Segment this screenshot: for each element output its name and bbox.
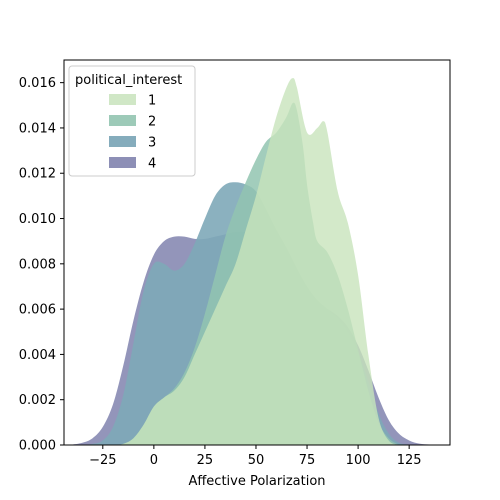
legend-swatch-4	[109, 157, 136, 168]
y-tick-label: 0.002	[19, 393, 56, 408]
y-axis: 0.000 0.002 0.004 0.006 0.008 0.010 0.012 0.014…	[19, 76, 64, 454]
x-axis: −25 0 25 50 75 100 125	[89, 445, 422, 468]
legend-label-3: 3	[148, 136, 156, 151]
x-tick-label: 75	[299, 453, 316, 468]
plot-area	[72, 78, 440, 445]
y-tick-label: 0.008	[19, 257, 56, 272]
legend-label-1: 1	[148, 94, 156, 109]
x-axis-label: Affective Polarization	[188, 474, 325, 489]
y-tick-label: 0.016	[19, 76, 56, 91]
x-tick-label: 100	[346, 453, 371, 468]
legend-swatch-2	[109, 115, 136, 126]
y-tick-label: 0.010	[19, 212, 56, 227]
y-tick-label: 0.006	[19, 303, 56, 318]
x-tick-label: 25	[197, 453, 214, 468]
x-tick-label: −25	[89, 453, 116, 468]
legend-swatch-3	[109, 136, 136, 147]
x-tick-label: 125	[397, 453, 422, 468]
legend: political_interest 1 2 3 4	[68, 65, 196, 177]
legend-swatch-1	[109, 94, 136, 105]
y-tick-label: 0.012	[19, 167, 56, 182]
y-tick-label: 0.004	[19, 348, 56, 363]
axes-frame	[63, 59, 451, 446]
legend-title: political_interest	[75, 73, 182, 88]
y-tick-label: 0.000	[19, 439, 56, 454]
legend-label-2: 2	[148, 115, 156, 130]
legend-items: 1 2 3 4	[109, 94, 156, 172]
legend-label-4: 4	[148, 157, 156, 172]
x-tick-label: 0	[150, 453, 158, 468]
y-tick-label: 0.014	[19, 121, 56, 136]
density-area-1	[113, 78, 399, 445]
x-tick-label: 50	[248, 453, 265, 468]
